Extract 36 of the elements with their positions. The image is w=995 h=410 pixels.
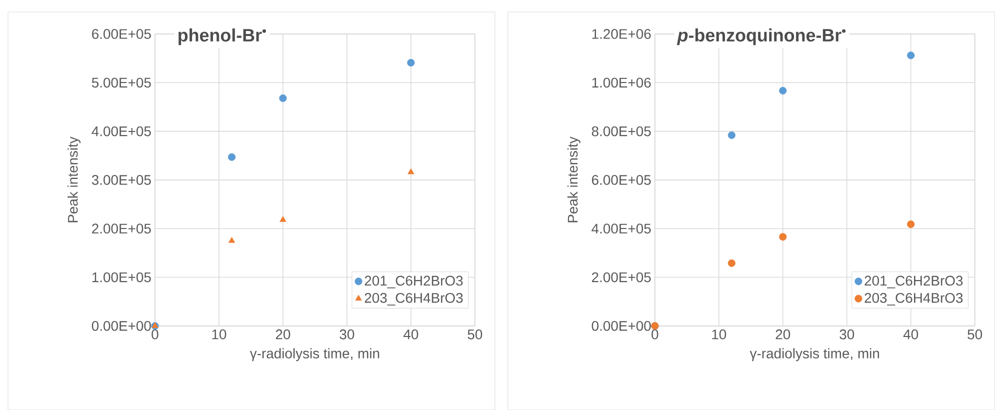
y-axis-title: Peak intensity bbox=[68, 136, 81, 222]
x-tick-label: 50 bbox=[968, 329, 982, 340]
y-tick-label: 3.00E+05 bbox=[92, 174, 151, 185]
x-tick-label: 0 bbox=[152, 329, 158, 340]
y-tick-label: 6.00E+05 bbox=[592, 174, 651, 185]
y-tick-label: 6.00E+05 bbox=[92, 28, 151, 39]
x-tick-label: 30 bbox=[340, 329, 354, 340]
x-tick-label: 40 bbox=[403, 329, 418, 340]
y-tick-label: 5.00E+05 bbox=[92, 78, 151, 88]
x-tick-label: 20 bbox=[776, 329, 790, 340]
y-tick-label: 8.00E+05 bbox=[592, 126, 651, 136]
y-tick-label: 0.00E+00 bbox=[592, 320, 651, 331]
x-tick-label: 50 bbox=[468, 329, 482, 340]
x-tick-label: 10 bbox=[712, 329, 726, 340]
y-axis-title: Peak intensity bbox=[567, 136, 580, 222]
y-tick-label: 0.00E+00 bbox=[92, 320, 151, 331]
y-tick-label: 1.00E+05 bbox=[92, 272, 151, 282]
x-tick-label: 0 bbox=[652, 329, 658, 340]
chart-title: phenol-Br$^{•}$ bbox=[178, 28, 266, 46]
y-tick-label: 4.00E+05 bbox=[92, 126, 151, 136]
x-tick-label: 40 bbox=[903, 329, 918, 340]
y-tick-label: 2.00E+05 bbox=[592, 272, 651, 282]
legend-label: 203_C6H4BrO3 bbox=[864, 292, 963, 306]
legend-label: 203_C6H4BrO3 bbox=[364, 292, 463, 306]
x-axis-title: γ-radiolysis time, min bbox=[250, 348, 380, 362]
y-tick-label: 2.00E+05 bbox=[92, 224, 151, 234]
x-tick-label: 30 bbox=[840, 329, 854, 340]
legend-label: 201_C6H2BrO3 bbox=[864, 276, 963, 288]
chart-title: p-benzoquinone-Br$^{•}$ bbox=[676, 28, 846, 46]
x-tick-label: 20 bbox=[276, 329, 290, 340]
legend-label: 201_C6H2BrO3 bbox=[364, 276, 463, 288]
y-tick-label: 4.00E+05 bbox=[592, 224, 651, 234]
x-tick-label: 10 bbox=[212, 329, 226, 340]
y-tick-label: 1.00E+06 bbox=[592, 78, 651, 88]
x-axis-title: γ-radiolysis time, min bbox=[750, 348, 880, 362]
y-tick-label: 1.20E+06 bbox=[592, 28, 651, 39]
